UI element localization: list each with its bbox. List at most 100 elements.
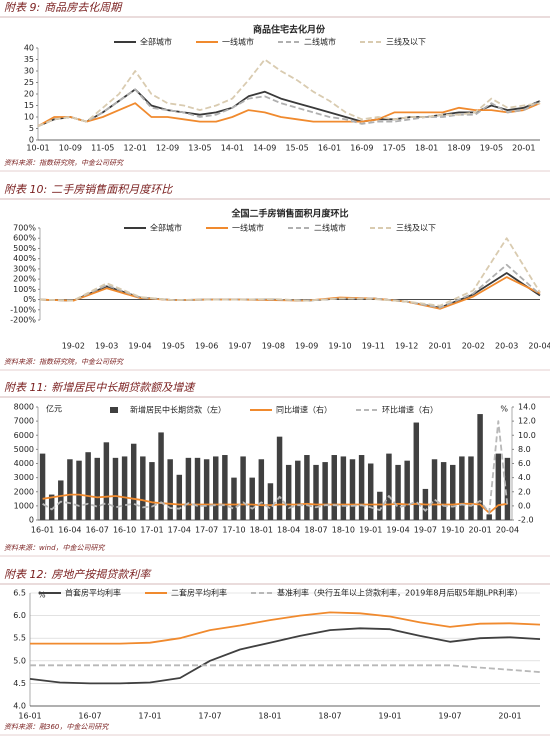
y-tick-label: 400% xyxy=(13,254,36,263)
line xyxy=(37,88,541,128)
y-tick-label: 35 xyxy=(24,55,34,64)
y-tick-label: 10 xyxy=(24,113,34,122)
y-tick-label: 3000 xyxy=(14,473,34,482)
bar xyxy=(404,460,410,520)
bar xyxy=(176,474,183,520)
line xyxy=(29,627,541,685)
x-tick-label: 10-01 xyxy=(26,144,49,153)
y-tick-label: 0% xyxy=(23,295,36,304)
bar xyxy=(140,456,146,520)
bar xyxy=(468,456,474,520)
legend-label: 新增居民中长期贷款（左） xyxy=(130,405,226,415)
x-tick-label: 18-01 xyxy=(250,526,273,535)
x-tick-label: 19-12 xyxy=(395,342,418,351)
x-tick-label: 19-07 xyxy=(438,712,461,721)
y-tick-label: 30 xyxy=(24,67,34,76)
x-tick-label: 19-05 xyxy=(162,342,185,351)
y-tick-label: 0 xyxy=(29,136,34,145)
x-tick-label: 14-09 xyxy=(253,144,276,153)
bar xyxy=(504,457,511,520)
x-tick-label: 18-09 xyxy=(447,144,470,153)
bar xyxy=(167,459,173,520)
y2-tick-label: 14.0 xyxy=(518,403,536,412)
x-tick-label: 19-01 xyxy=(378,712,401,721)
legend-label: 全部城市 xyxy=(140,37,172,47)
bar xyxy=(358,455,365,520)
x-tick-label: 15-05 xyxy=(285,144,308,153)
y-tick-label: 40 xyxy=(24,44,34,53)
bar xyxy=(267,483,274,520)
x-tick-label: 20-04 xyxy=(496,526,519,535)
x-tick-label: 17-05 xyxy=(383,144,406,153)
x-tick-label: 20-01 xyxy=(428,342,451,351)
bar xyxy=(304,455,310,520)
bar xyxy=(459,456,465,520)
x-tick-label: 12-01 xyxy=(124,144,147,153)
y-tick-label: -200% xyxy=(10,316,36,325)
bar xyxy=(222,455,228,520)
x-tick-label: 18-04 xyxy=(277,526,300,535)
x-tick-label: 19-06 xyxy=(195,342,218,351)
x-tick-label: 19-04 xyxy=(386,526,409,535)
y-tick-label: 25 xyxy=(24,78,34,87)
x-tick-label: 17-07 xyxy=(195,526,218,535)
chart-title: 商品住宅去化月份 xyxy=(253,24,326,36)
bar xyxy=(48,494,55,520)
x-tick-label: 19-07 xyxy=(228,342,251,351)
y-tick-label: 6000 xyxy=(14,431,34,440)
y-unit: % xyxy=(38,591,46,600)
x-tick-label: 18-10 xyxy=(332,526,355,535)
bar xyxy=(349,459,356,520)
bar xyxy=(231,477,237,520)
legend-label: 二线城市 xyxy=(304,37,336,47)
bar xyxy=(39,453,46,520)
y-unit: 亿元 xyxy=(46,404,62,414)
y-tick-label: 8000 xyxy=(14,403,34,412)
y-tick-label: 500% xyxy=(13,244,36,253)
bar xyxy=(185,457,192,520)
bar xyxy=(67,459,73,520)
y2-tick-label: -2.0 xyxy=(518,516,534,525)
y-tick-label: 4.0 xyxy=(13,702,26,711)
x-tick-label: 16-01 xyxy=(31,526,54,535)
x-tick-label: 16-01 xyxy=(318,144,341,153)
y-tick-label: 200% xyxy=(13,275,36,284)
bar xyxy=(377,491,383,520)
y-tick-label: 5.0 xyxy=(13,656,26,665)
bar xyxy=(486,514,492,520)
x-tick-label: 16-07 xyxy=(78,712,101,721)
bar xyxy=(85,452,91,520)
line xyxy=(39,237,541,307)
x-tick-label: 19-09 xyxy=(295,342,318,351)
x-tick-label: 17-10 xyxy=(222,526,245,535)
legend-label: 基准利率（央行五年以上贷款利率，2019年8月后取5年期LPR利率） xyxy=(277,588,522,598)
y-tick-label: 1000 xyxy=(14,501,34,510)
figure-title: 二手房销售面积月度环比 xyxy=(51,183,173,196)
x-tick-label: 17-07 xyxy=(198,712,221,721)
x-tick-label: 19-03 xyxy=(95,342,118,351)
legend-label: 同比增速（右） xyxy=(276,405,332,415)
x-tick-label: 17-01 xyxy=(140,526,163,535)
x-tick-label: 19-11 xyxy=(362,342,385,351)
bar xyxy=(386,453,392,520)
x-tick-label: 18-07 xyxy=(318,712,341,721)
bar xyxy=(295,460,301,520)
x-tick-label: 10-09 xyxy=(59,144,82,153)
x-tick-label: 20-02 xyxy=(462,342,485,351)
figure-title: 新增居民中长期贷款额及增速 xyxy=(51,381,196,394)
bar xyxy=(367,463,374,520)
bar xyxy=(313,464,319,520)
y-tick-label: 6.5 xyxy=(13,589,26,598)
x-tick-label: 16-10 xyxy=(113,526,136,535)
x-tick-label: 17-01 xyxy=(138,712,161,721)
bar xyxy=(477,414,483,520)
y-tick-label: 15 xyxy=(24,101,34,110)
bar xyxy=(58,480,64,520)
bar xyxy=(194,457,201,520)
x-tick-label: 20-01 xyxy=(468,526,491,535)
y2-tick-label: 8.0 xyxy=(518,445,531,454)
bar xyxy=(76,460,82,520)
bar xyxy=(331,455,337,520)
bar xyxy=(395,464,401,520)
